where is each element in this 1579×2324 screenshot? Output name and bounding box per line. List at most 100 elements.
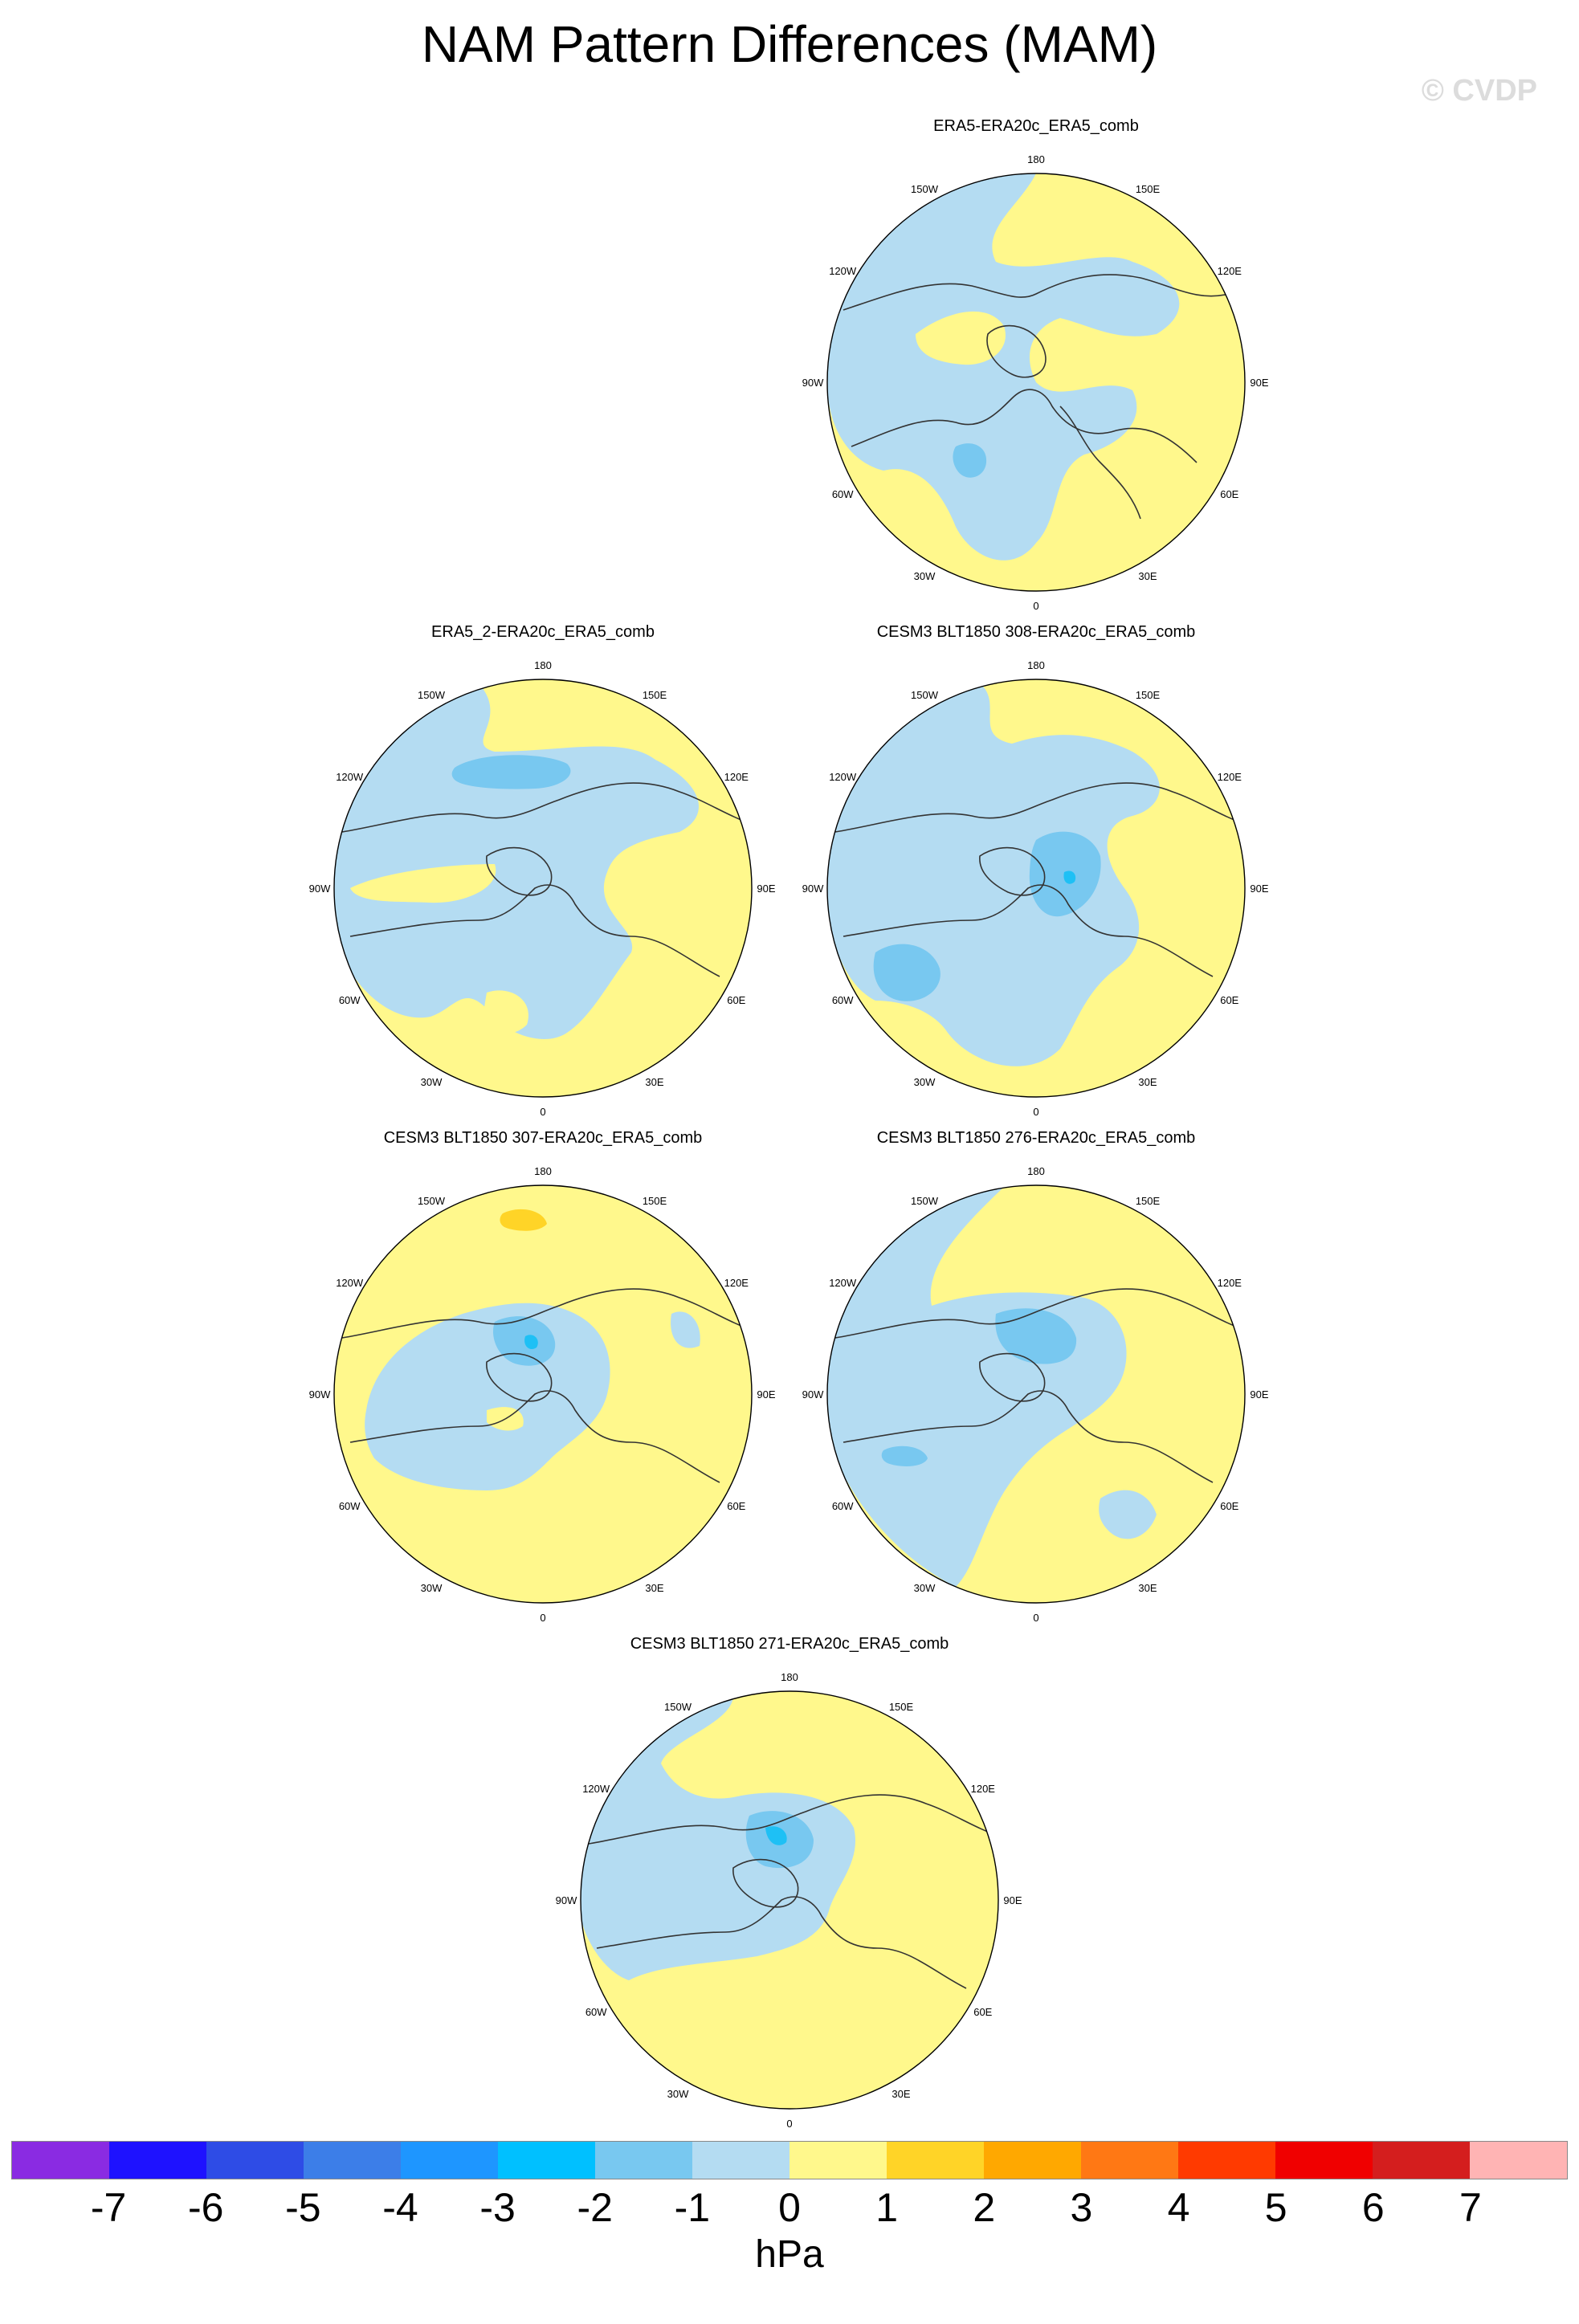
colorbar-units: hPa: [755, 2233, 824, 2276]
colorbar-cell: [401, 2142, 498, 2179]
contour-pos2: [500, 1209, 547, 1231]
longitude-label: 30E: [1138, 1582, 1157, 1594]
longitude-label: 120E: [724, 1277, 749, 1289]
colorbar-cell: [692, 2142, 790, 2179]
colorbar-tick-label: -1: [674, 2185, 711, 2230]
longitude-label: 30W: [421, 1076, 443, 1088]
contour-pos1b: [483, 990, 528, 1034]
longitude-label: 30W: [667, 2088, 689, 2100]
longitude-labels: 180 150E 120E 90E 60E 30E 0 30W 60W 90W 120W 150W: [802, 1165, 1269, 1624]
longitude-label: 60E: [727, 994, 745, 1006]
longitude-label: 60E: [1220, 994, 1238, 1006]
contour-neg1: [581, 1695, 856, 1980]
coastlines: [834, 1288, 1245, 1483]
longitude-label: 90W: [802, 1388, 824, 1401]
contour-neg1b: [671, 1311, 700, 1348]
longitude-labels: 180 150E 120E 90E 60E 30E 0 30W 60W 90W 120W 150W: [802, 659, 1269, 1118]
longitude-label: 60W: [832, 1500, 854, 1512]
panel-title: CESM3 BLT1850 308-ERA20c_ERA5_comb: [876, 623, 1196, 641]
coastlines: [588, 1794, 998, 1989]
longitude-label: 120E: [971, 1783, 996, 1795]
coastlines: [341, 782, 752, 977]
colorbar-tick-label: -7: [90, 2185, 127, 2230]
figure-title: NAM Pattern Differences (MAM): [421, 15, 1158, 73]
longitude-label: 60E: [973, 2006, 992, 2018]
longitude-label: 120W: [829, 1277, 857, 1289]
colorbar-cell: [498, 2142, 595, 2179]
contour-pos1: [350, 864, 496, 903]
colorbar-cell: [1470, 2142, 1567, 2179]
longitude-label: 60E: [1220, 488, 1238, 500]
map-panel-cesm3-271: CESM3 BLT1850 271-ERA20c_ERA5_comb 180 15…: [549, 1635, 1030, 2149]
contour-neg3: [1063, 870, 1076, 884]
colorbar-tick-label: 4: [1167, 2185, 1190, 2230]
longitude-label: 150W: [911, 689, 939, 701]
longitude-label: 90W: [309, 1388, 331, 1401]
colorbar-tick-label: 2: [973, 2185, 996, 2230]
longitude-label: 150W: [418, 1195, 446, 1207]
longitude-label: 60E: [727, 1500, 745, 1512]
longitude-label: 60W: [585, 2006, 607, 2018]
longitude-label: 180: [534, 1165, 552, 1177]
contour-neg3: [765, 1826, 787, 1845]
longitude-label: 90E: [757, 883, 775, 895]
longitude-label: 150E: [1136, 183, 1161, 195]
panel-title: ERA5-ERA20c_ERA5_comb: [933, 117, 1139, 135]
colorbar-cell: [12, 2142, 109, 2179]
longitude-label: 180: [534, 659, 552, 671]
contour-neg3: [524, 1335, 538, 1350]
panel-title: ERA5_2-ERA20c_ERA5_comb: [431, 623, 655, 641]
colorbar-tick-label: 6: [1361, 2185, 1385, 2230]
longitude-label: 0: [540, 1612, 545, 1624]
longitude-label: 30E: [645, 1582, 663, 1594]
longitude-label: 30E: [1138, 570, 1157, 582]
longitude-label: 120W: [829, 265, 857, 277]
polar-map: 180 150E 120E 90E 60E 30E 0 30W 60W 90W 120W 150W: [309, 659, 776, 1118]
longitude-label: 30W: [914, 1076, 936, 1088]
longitude-label: 30E: [892, 2088, 910, 2100]
longitude-labels: 180 150E 120E 90E 60E 30E 0 30W 60W 90W 120W 150W: [802, 153, 1269, 612]
longitude-label: 120W: [829, 771, 857, 783]
longitude-label: 90E: [1003, 1894, 1022, 1906]
map-boundary: [333, 1184, 753, 1604]
longitude-label: 30W: [914, 570, 936, 582]
longitude-labels: 180 150E 120E 90E 60E 30E 0 30W 60W 90W 120W 150W: [309, 659, 776, 1118]
colorbar-cell: [984, 2142, 1081, 2179]
map-boundary: [826, 679, 1246, 1098]
colorbar-cell: [1178, 2142, 1275, 2179]
longitude-label: 180: [781, 1671, 798, 1683]
longitude-label: 90E: [1250, 883, 1268, 895]
colorbar-cell: [1275, 2142, 1373, 2179]
contour-pos1: [916, 311, 1006, 365]
longitude-label: 0: [1033, 1106, 1038, 1118]
colorbar-tick-label: 1: [875, 2185, 899, 2230]
colorbar: [11, 2141, 1568, 2179]
longitude-label: 60W: [339, 994, 361, 1006]
longitude-label: 120E: [1218, 265, 1242, 277]
longitude-label: 90W: [556, 1894, 577, 1906]
colorbar-tick-label: 5: [1264, 2185, 1287, 2230]
longitude-label: 30W: [914, 1582, 936, 1594]
colorbar-tick-label: -2: [577, 2185, 613, 2230]
longitude-label: 30W: [421, 1582, 443, 1594]
longitude-label: 150E: [1136, 689, 1161, 701]
longitude-label: 90E: [757, 1388, 775, 1401]
longitude-label: 180: [1027, 659, 1045, 671]
longitude-label: 120W: [336, 1277, 364, 1289]
longitude-label: 0: [1033, 1612, 1038, 1624]
map-boundary: [826, 173, 1246, 592]
polar-map: 180 150E 120E 90E 60E 30E 0 30W 60W 90W 120W 150W: [556, 1671, 1022, 2130]
longitude-label: 150E: [643, 1195, 667, 1207]
longitude-label: 120E: [1218, 1277, 1242, 1289]
longitude-label: 90W: [802, 377, 824, 389]
polar-map: 180 150E 120E 90E 60E 30E 0 30W 60W 90W 120W 150W: [802, 1165, 1269, 1624]
contour-neg2: [953, 443, 987, 478]
longitude-label: 120W: [582, 1783, 610, 1795]
colorbar-tick-label: 7: [1459, 2185, 1482, 2230]
polar-map: 180 150E 120E 90E 60E 30E 0 30W 60W 90W 120W 150W: [802, 659, 1269, 1118]
contour-neg2b: [873, 944, 940, 1001]
colorbar-tick-label: -4: [382, 2185, 418, 2230]
map-panel-cesm3-308: CESM3 BLT1850 308-ERA20c_ERA5_comb 180 15…: [795, 623, 1277, 1137]
colorbar-tick-label: 0: [778, 2185, 801, 2230]
longitude-label: 60E: [1220, 1500, 1238, 1512]
